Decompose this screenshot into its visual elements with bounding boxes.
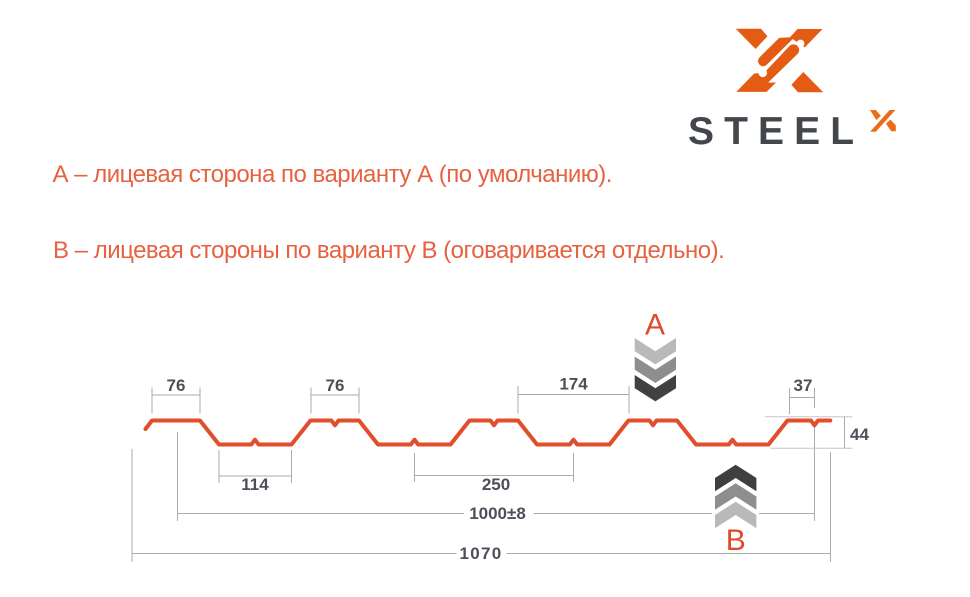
svg-text:76: 76 [167, 376, 186, 395]
svg-text:44: 44 [850, 425, 869, 444]
svg-text:В: В [726, 524, 746, 557]
svg-text:1000±8: 1000±8 [469, 504, 526, 523]
svg-text:37: 37 [794, 376, 813, 395]
svg-text:250: 250 [482, 475, 510, 494]
svg-text:А: А [645, 309, 665, 342]
svg-text:76: 76 [326, 376, 345, 395]
svg-text:1070: 1070 [459, 544, 502, 563]
svg-text:174: 174 [559, 375, 588, 394]
svg-text:114: 114 [241, 475, 269, 494]
